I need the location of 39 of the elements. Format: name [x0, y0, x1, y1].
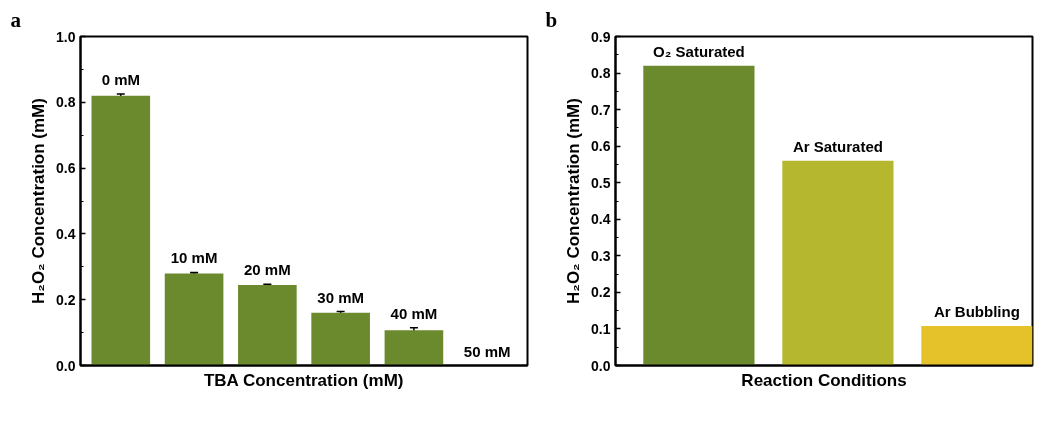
- y-tick-label: 0.3: [591, 247, 611, 264]
- x-tick-label: 20 mM: [244, 261, 291, 279]
- text: b: [545, 7, 558, 32]
- bar: [384, 330, 444, 366]
- y-tick-label: 0.2: [56, 291, 76, 308]
- y-tick-label: 0.6: [591, 138, 611, 155]
- x-tick-label: Ar Bubbling: [933, 303, 1020, 321]
- x-tick-label: 40 mM: [390, 304, 438, 322]
- x-tick-label: 50 mM: [463, 342, 511, 360]
- y-tick-label: 0.0: [591, 357, 611, 374]
- x-tick-label: 30 mM: [317, 288, 364, 306]
- bar: [921, 326, 1033, 366]
- text: a: [10, 7, 22, 32]
- bar: [238, 284, 297, 366]
- bar: [311, 312, 370, 366]
- y-tick-label: 0.8: [56, 94, 76, 111]
- y-tick-label: 0.5: [591, 174, 611, 191]
- y-tick-label: 0.6: [56, 160, 76, 177]
- y-tick-label: 1.0: [56, 28, 76, 45]
- bar: [164, 273, 224, 366]
- y-tick-label: 0.1: [591, 320, 611, 337]
- y-tick-label: 0.4: [56, 225, 76, 242]
- y-tick-label: 0.2: [591, 284, 611, 301]
- x-tick-label: Ar Saturated: [792, 137, 883, 155]
- y-tick-label: 0.4: [591, 211, 611, 228]
- x-tick-label: 0 mM: [101, 71, 140, 89]
- y-axis-title: H₂O₂ Concentration (mM): [29, 98, 49, 304]
- bar: [782, 160, 894, 366]
- x-axis-title: Reaction Conditions: [741, 370, 907, 390]
- y-tick-label: 0.0: [56, 357, 76, 374]
- y-tick-label: 0.7: [591, 101, 611, 118]
- y-tick-label: 0.8: [591, 65, 611, 82]
- bar: [91, 95, 151, 366]
- x-tick-label: O₂ Saturated: [653, 42, 745, 60]
- y-tick-label: 0.9: [591, 28, 611, 45]
- bar: [643, 65, 755, 366]
- y-axis-title: H₂O₂ Concentration (mM): [564, 98, 584, 304]
- x-tick-label: 10 mM: [170, 249, 218, 267]
- x-axis-title: TBA Concentration (mM): [203, 370, 404, 390]
